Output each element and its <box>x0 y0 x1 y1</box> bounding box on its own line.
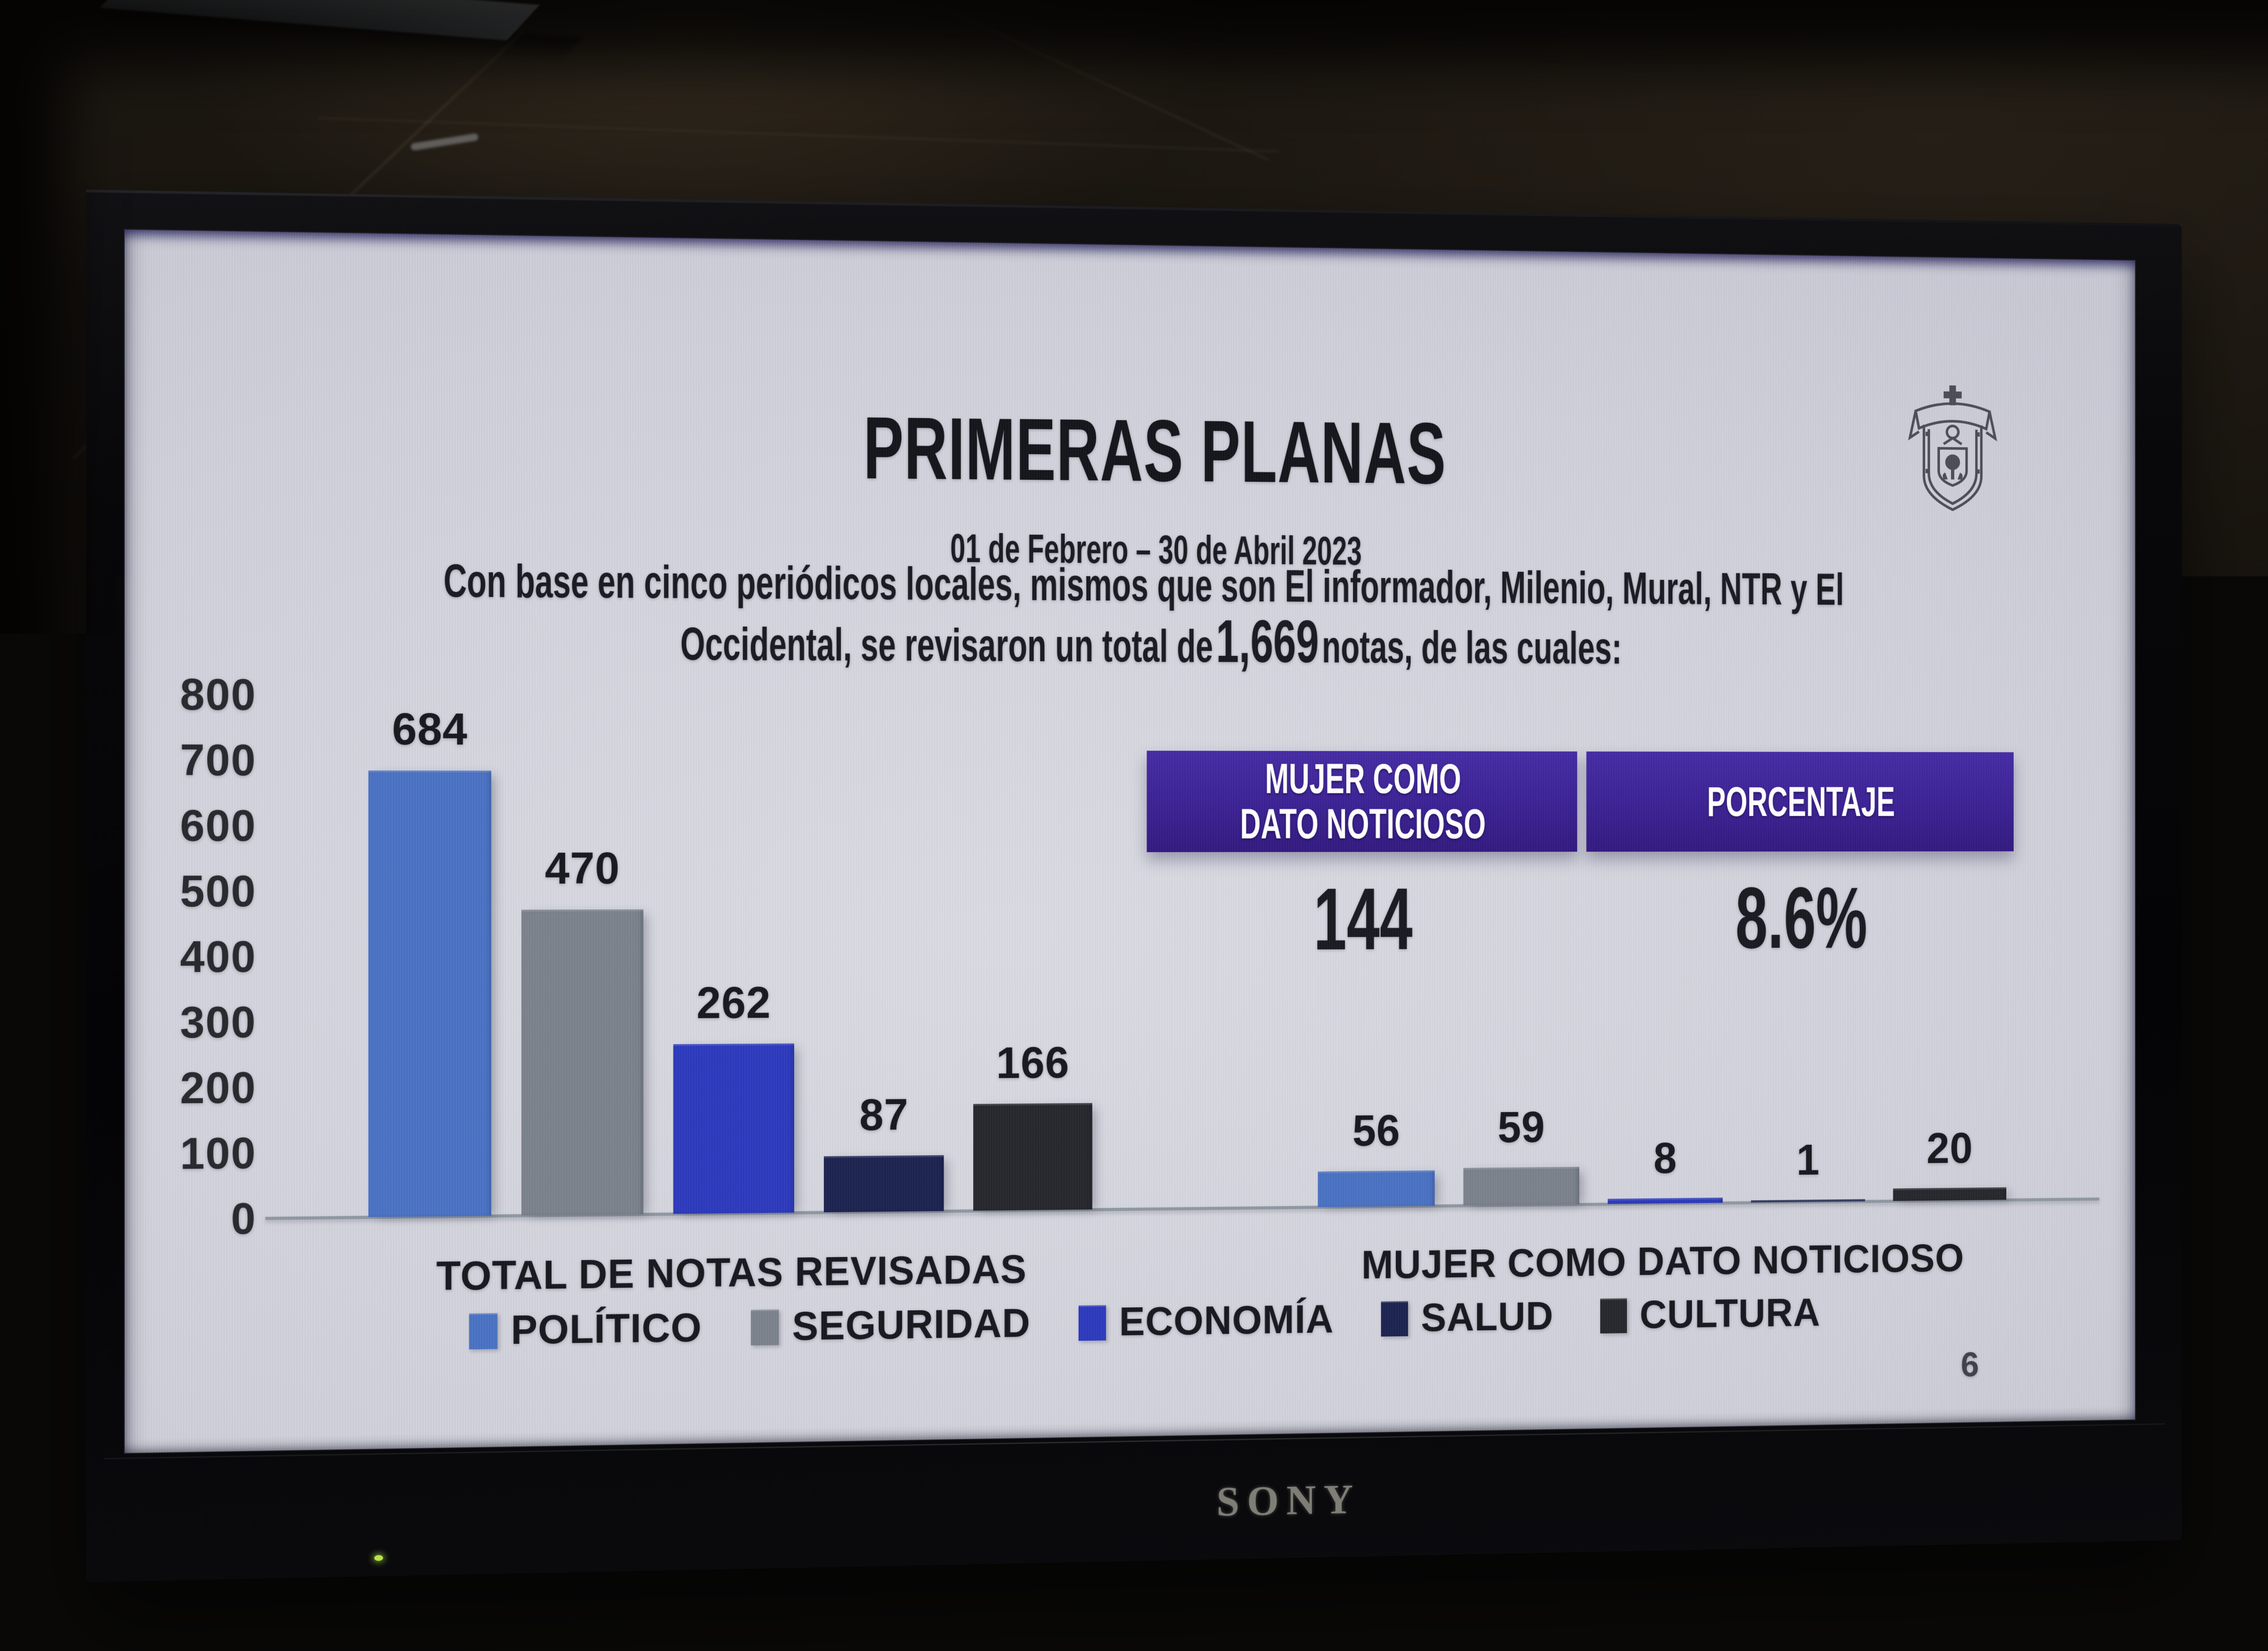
udeg-crest-icon <box>1906 382 2000 521</box>
table-header-mujer-como-dato-noticioso: MUJER COMO DATO NOTICIOSO <box>1147 751 1577 852</box>
ceiling-mark <box>411 133 479 151</box>
bar-value-label: 262 <box>641 977 826 1029</box>
tv-screen: PRIMERAS PLANAS 01 de Febrero – 30 de Ab… <box>125 230 2135 1453</box>
y-tick-label: 400 <box>125 929 256 984</box>
total-notes-value: 1,669 <box>1213 607 1322 675</box>
legend-label: POLÍTICO <box>511 1305 702 1353</box>
y-tick-label: 300 <box>125 995 256 1050</box>
legend-swatch-cultura <box>1600 1298 1627 1334</box>
ceiling-seam <box>318 117 1279 152</box>
room-photo: PRIMERAS PLANAS 01 de Febrero – 30 de Ab… <box>0 0 2268 1651</box>
table-value-percentage: 8.6% <box>1586 855 2014 982</box>
bars-layer: 684 56 470 59 262 8 87 1 166 20 <box>125 230 2135 260</box>
bar-seguridad-totaldenotasrevisadas <box>522 909 644 1216</box>
bar-politico-totaldenotasrevisadas <box>368 771 491 1217</box>
legend-swatch-seguridad <box>751 1309 779 1345</box>
bar-cultura-mujercomodatonoticioso <box>1893 1187 2006 1201</box>
category-label-mujer-dato: MUJER COMO DATO NOTICIOSO <box>1244 1235 2077 1290</box>
slide: PRIMERAS PLANAS 01 de Febrero – 30 de Ab… <box>125 230 2135 1453</box>
power-led <box>374 1555 383 1561</box>
y-tick-label: 200 <box>125 1060 256 1116</box>
legend-item-politico: POLÍTICO <box>469 1305 702 1354</box>
legend-item-seguridad: SEGURIDAD <box>751 1301 1031 1350</box>
ceiling-seam <box>935 4 1269 161</box>
sony-tv: PRIMERAS PLANAS 01 de Febrero – 30 de Ab… <box>86 190 2182 1582</box>
y-tick-label: 500 <box>125 864 256 918</box>
bar-salud-totaldenotasrevisadas <box>824 1155 943 1212</box>
y-tick-label: 700 <box>125 733 256 787</box>
legend-item-salud: SALUD <box>1381 1294 1554 1341</box>
y-tick-label: 600 <box>125 798 256 853</box>
bar-value-label: 20 <box>1863 1123 2036 1174</box>
intro-text-line2: Occidental, se revisaron un total de1,66… <box>125 600 2135 680</box>
slide-title: PRIMERAS PLANAS <box>125 389 2135 509</box>
legend-item-economia: ECONOMÍA <box>1079 1297 1334 1346</box>
legend-swatch-salud <box>1381 1301 1408 1336</box>
legend-item-cultura: CULTURA <box>1600 1290 1820 1338</box>
table-header-porcentaje: PORCENTAJE <box>1586 752 2014 852</box>
bar-seguridad-mujercomodatonoticioso <box>1463 1167 1579 1206</box>
slide-page-number: 6 <box>1927 1344 2013 1385</box>
legend-label: ECONOMÍA <box>1119 1297 1334 1345</box>
y-tick-label: 0 <box>125 1191 256 1247</box>
legend-label: CULTURA <box>1640 1290 1820 1338</box>
legend-label: SALUD <box>1421 1294 1554 1341</box>
bar-politico-mujercomodatonoticioso <box>1318 1170 1435 1207</box>
bar-value-label: 87 <box>792 1089 975 1142</box>
legend-swatch-politico <box>469 1313 498 1349</box>
category-label-total-notas: TOTAL DE NOTAS REVISADAS <box>290 1245 1167 1302</box>
bar-value-label: 166 <box>942 1037 1123 1089</box>
legend-swatch-economia <box>1079 1305 1106 1341</box>
bar-value-label: 470 <box>489 843 675 894</box>
legend-label: SEGURIDAD <box>792 1301 1030 1350</box>
y-tick-label: 100 <box>125 1126 256 1181</box>
bar-cultura-totaldenotasrevisadas <box>973 1103 1092 1211</box>
table-value-mujer-count: 144 <box>1147 855 1577 984</box>
y-tick-label: 800 <box>125 667 256 722</box>
sony-logo: SONY <box>1217 1475 1361 1526</box>
bar-value-label: 684 <box>336 703 523 756</box>
bar-economia-totaldenotasrevisadas <box>673 1044 794 1214</box>
y-axis: 0 100 200 300 400 500 600 700 800 <box>125 230 2135 260</box>
